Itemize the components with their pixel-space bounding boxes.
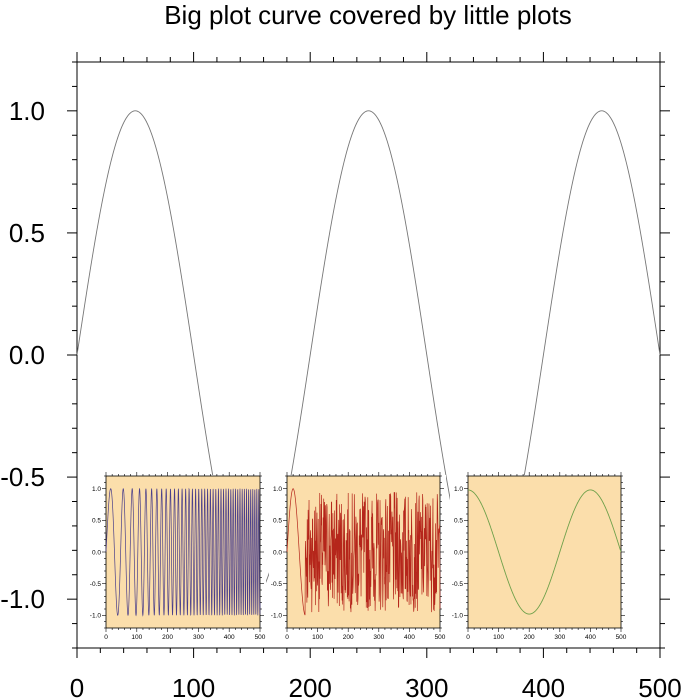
inset-y-tick-label: -0.5 <box>271 581 283 588</box>
inset-background <box>467 475 622 629</box>
inset-y-tick-label: -1.0 <box>90 613 102 620</box>
inset-y-tick-label: 1.0 <box>454 486 463 493</box>
inset-x-tick-label: 500 <box>616 634 627 641</box>
inset-series-line <box>105 487 261 617</box>
inset-y-tick-label: -0.5 <box>452 581 464 588</box>
y-tick-label: 0.5 <box>9 218 45 248</box>
inset-x-tick-label: 400 <box>224 634 235 641</box>
inset-y-tick-label: 0.0 <box>273 549 282 556</box>
inset-y-tick-label: 0.5 <box>273 518 282 525</box>
x-tick-label: 400 <box>522 673 565 700</box>
x-tick-label: 0 <box>70 673 84 700</box>
inset-x-tick-label: 0 <box>466 634 470 641</box>
inset-y-tick-label: 0.5 <box>92 518 101 525</box>
inset-x-tick-label: 200 <box>524 634 535 641</box>
inset-x-tick-label: 100 <box>131 634 142 641</box>
inset-plot-slow-wave: 0 100 200 300 400 500 1.0 0.5 0.0 -0.5 -1.0 <box>450 472 627 642</box>
inset-x-tick-label: 500 <box>255 634 266 641</box>
main-plot: 0 100 200 300 400 500 1.0 0.5 0.0 -0.5 -1.0 <box>0 52 682 700</box>
x-tick-label: 100 <box>172 673 215 700</box>
inset-x-tick-label: 0 <box>285 634 289 641</box>
inset-x-tick-label: 300 <box>373 634 384 641</box>
y-tick-label: -0.5 <box>0 462 45 492</box>
inset-y-tick-label: 1.0 <box>92 486 101 493</box>
y-tick-label: 0.0 <box>9 340 45 370</box>
inset-x-tick-label: 300 <box>193 634 204 641</box>
y-tick-label: 1.0 <box>9 96 45 126</box>
x-tick-label: 500 <box>638 673 681 700</box>
inset-y-tick-label: 1.0 <box>273 486 282 493</box>
chart-title: Big plot curve covered by little plots <box>164 0 572 30</box>
inset-x-tick-label: 300 <box>554 634 565 641</box>
x-tick-label: 200 <box>289 673 332 700</box>
inset-x-tick-label: 200 <box>162 634 173 641</box>
inset-x-tick-label: 200 <box>343 634 354 641</box>
inset-series-line <box>468 489 622 615</box>
inset-x-tick-label: 100 <box>493 634 504 641</box>
x-tick-label: 300 <box>405 673 448 700</box>
inset-series-line <box>286 488 441 616</box>
inset-plot-chirp: 0 100 200 300 400 500 1.0 0.5 0.0 -0.5 -1.0 <box>88 472 266 642</box>
inset-y-tick-label: -1.0 <box>271 613 283 620</box>
main-series-line <box>76 110 661 600</box>
inset-x-tick-label: 500 <box>435 634 446 641</box>
inset-y-tick-label: 0.5 <box>454 518 463 525</box>
inset-x-tick-label: 400 <box>585 634 596 641</box>
inset-y-tick-label: 0.0 <box>92 549 101 556</box>
y-tick-label: -1.0 <box>0 584 45 614</box>
inset-y-tick-label: -0.5 <box>90 581 102 588</box>
inset-plot-noise: 0 100 200 300 400 500 1.0 0.5 0.0 -0.5 -1.0 <box>269 472 446 642</box>
inset-x-tick-label: 100 <box>312 634 323 641</box>
inset-x-tick-label: 0 <box>104 634 108 641</box>
inset-plots: 0 100 200 300 400 500 1.0 0.5 0.0 -0.5 -1.0 0 100 200… <box>88 472 627 642</box>
inset-y-tick-label: 0.0 <box>454 549 463 556</box>
inset-y-tick-label: -1.0 <box>452 613 464 620</box>
inset-x-tick-label: 400 <box>404 634 415 641</box>
